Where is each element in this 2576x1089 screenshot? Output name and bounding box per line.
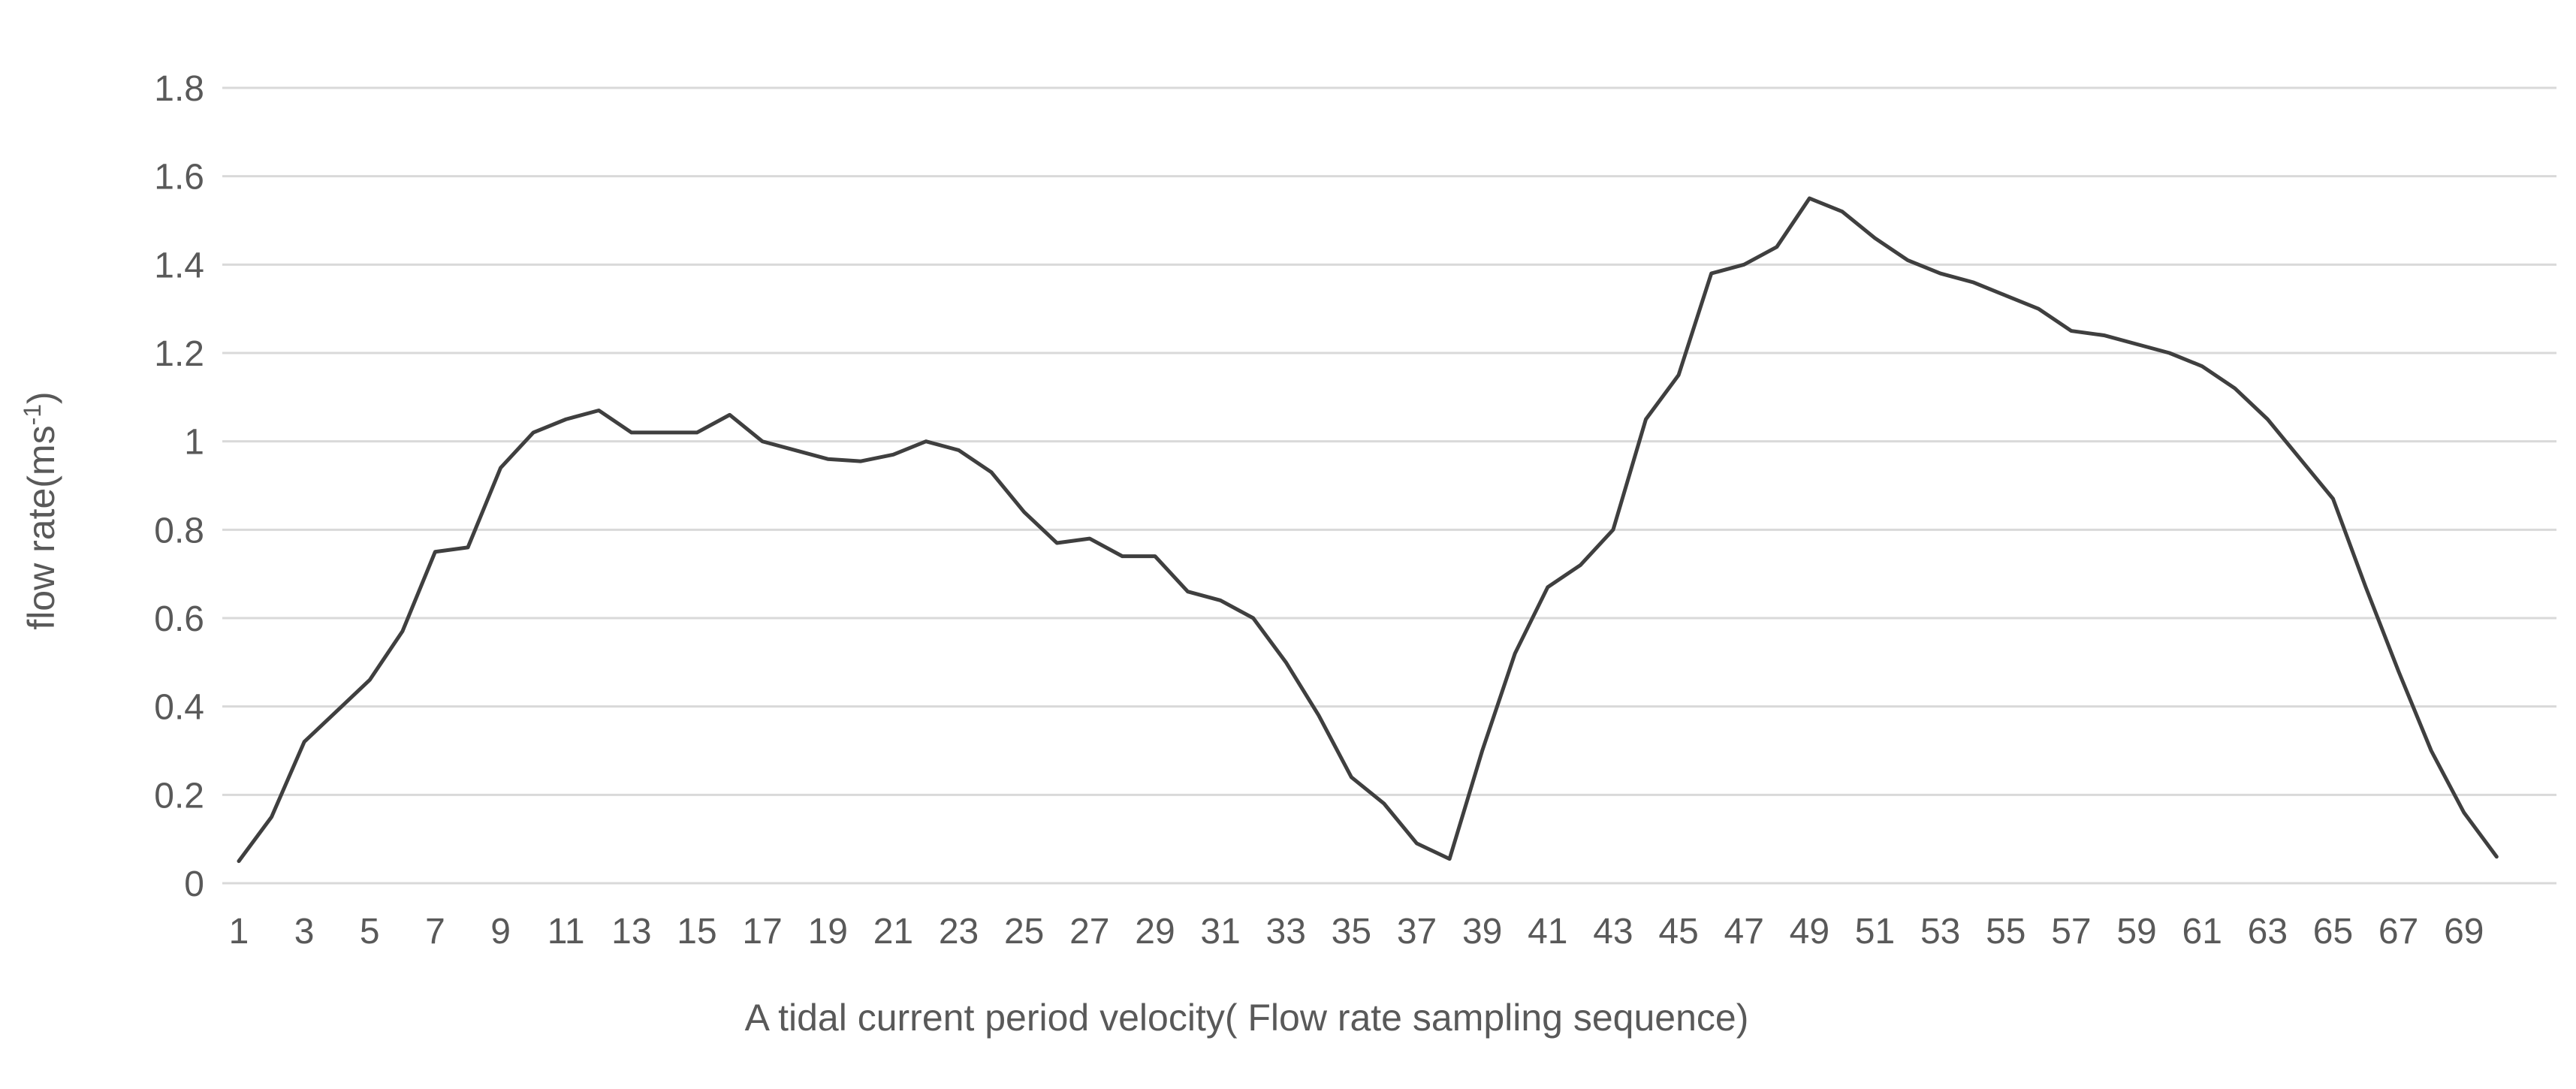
x-tick-label: 19 <box>808 912 848 952</box>
y-tick-label: 0.8 <box>154 511 204 551</box>
x-tick-label: 21 <box>873 912 913 952</box>
y-axis-title: flow rate(ms-1) <box>19 391 62 629</box>
x-tick-label: 1 <box>229 912 249 952</box>
x-tick-label: 53 <box>1920 912 1960 952</box>
x-tick-label: 67 <box>2378 912 2418 952</box>
x-tick-label: 49 <box>1790 912 1829 952</box>
x-tick-label: 65 <box>2313 912 2353 952</box>
x-tick-label: 15 <box>677 912 716 952</box>
flow-rate-series-line <box>237 196 2499 864</box>
x-tick-label: 41 <box>1528 912 1567 952</box>
x-tick-label: 9 <box>490 912 511 952</box>
y-tick-label: 1.6 <box>154 158 204 198</box>
x-tick-label: 27 <box>1069 912 1109 952</box>
x-tick-label: 17 <box>742 912 782 952</box>
x-tick-label: 29 <box>1135 912 1175 952</box>
x-tick-label: 69 <box>2444 912 2484 952</box>
y-tick-label: 1.8 <box>154 69 204 109</box>
x-tick-label: 35 <box>1332 912 1371 952</box>
x-tick-label: 37 <box>1397 912 1437 952</box>
x-tick-label: 45 <box>1658 912 1698 952</box>
x-axis-tick-labels: 1 3 5 7 9 11 13 15 17 19 21 23 25 27 29 31 33 35 37 39 41 43 4… <box>229 912 2484 952</box>
x-tick-label: 25 <box>1004 912 1044 952</box>
x-tick-label: 11 <box>547 912 585 952</box>
x-tick-label: 39 <box>1462 912 1502 952</box>
x-tick-label: 57 <box>2051 912 2091 952</box>
x-tick-label: 43 <box>1593 912 1633 952</box>
y-tick-label: 0.6 <box>154 599 204 639</box>
y-tick-label: 0.4 <box>154 688 204 728</box>
x-tick-label: 63 <box>2248 912 2288 952</box>
x-tick-label: 33 <box>1266 912 1306 952</box>
x-tick-label: 3 <box>294 912 315 952</box>
y-tick-label: 1 <box>184 423 204 463</box>
x-tick-label: 55 <box>1986 912 2026 952</box>
y-tick-label: 1.2 <box>154 334 204 374</box>
y-tick-label: 0.2 <box>154 776 204 816</box>
y-tick-label: 1.4 <box>154 246 204 285</box>
x-tick-label: 59 <box>2116 912 2156 952</box>
x-tick-label: 23 <box>939 912 979 952</box>
y-axis-tick-labels: 0 0.2 0.4 0.6 0.8 1 1.2 1.4 1.6 1.8 <box>154 69 204 904</box>
x-tick-label: 47 <box>1724 912 1764 952</box>
y-tick-label: 0 <box>184 864 204 904</box>
gridlines <box>222 86 2556 885</box>
x-axis-title: A tidal current period velocity( Flow ra… <box>745 997 1749 1039</box>
x-tick-label: 61 <box>2182 912 2222 952</box>
x-tick-label: 51 <box>1855 912 1895 952</box>
x-tick-label: 5 <box>360 912 380 952</box>
x-tick-label: 31 <box>1200 912 1240 952</box>
x-tick-label: 7 <box>425 912 445 952</box>
x-tick-label: 13 <box>611 912 651 952</box>
